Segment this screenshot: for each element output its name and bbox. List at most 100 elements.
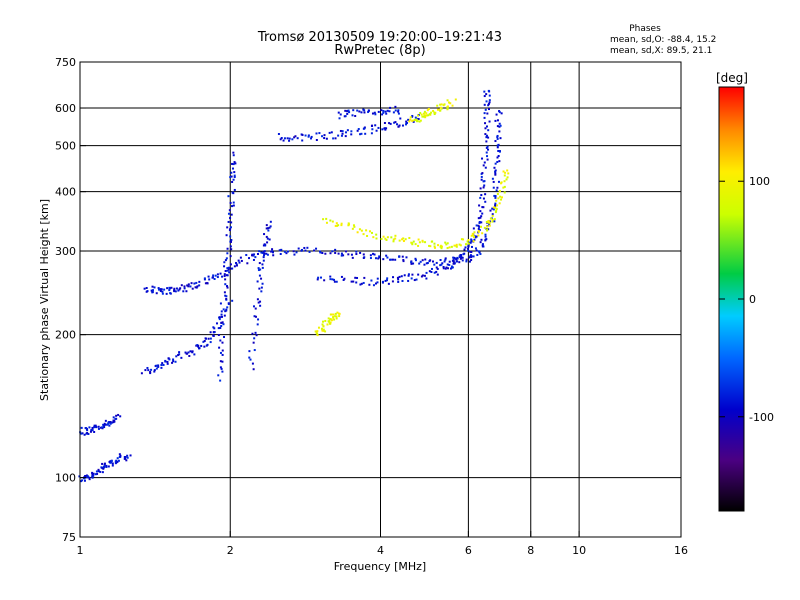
o-mode-point [470,238,473,241]
o-mode-point [480,175,483,178]
o-mode-point [252,254,255,257]
o-mode-point [328,131,331,134]
o-mode-point [407,273,410,276]
o-mode-point [231,299,234,302]
o-mode-point [464,246,467,249]
o-mode-point [251,254,254,257]
o-mode-point [260,290,263,293]
o-mode-point [292,250,295,253]
x-mode-point [333,318,336,321]
x-mode-point [488,224,491,227]
o-mode-point [155,367,158,370]
o-mode-point [498,125,501,128]
o-mode-point [124,457,127,460]
o-mode-point [175,355,178,358]
x-mode-point [325,217,328,220]
o-mode-point [107,422,110,425]
o-mode-point [467,244,470,247]
x-mode-point [329,321,332,324]
o-mode-point [384,110,387,113]
o-mode-point [157,288,160,291]
o-mode-point [488,99,491,102]
o-mode-point [484,200,487,203]
o-mode-point [228,271,231,274]
o-mode-point [475,235,478,238]
o-mode-point [433,271,436,274]
o-mode-point [483,161,486,164]
o-mode-point [124,456,127,459]
o-mode-point [170,286,173,289]
o-mode-point [331,250,334,253]
o-mode-point [126,456,129,459]
o-mode-point [483,112,486,115]
o-mode-point [414,259,417,262]
o-mode-point [196,285,199,288]
o-mode-point [411,114,414,117]
o-mode-point [217,374,220,377]
x-mode-point [423,115,426,118]
o-mode-point [101,471,104,474]
x-mode-point [321,323,324,326]
o-mode-point [173,287,176,290]
o-mode-point [225,234,228,237]
o-mode-point [219,326,222,329]
o-mode-point [150,289,153,292]
x-mode-point [386,236,389,239]
o-mode-point [354,115,357,118]
x-mode-point [502,170,505,173]
o-mode-point [258,250,261,253]
o-mode-point [232,167,235,170]
o-mode-point [80,480,83,483]
o-mode-point [450,265,453,268]
o-mode-point [374,282,377,285]
o-mode-point [232,204,235,207]
o-mode-point [97,425,100,428]
o-mode-point [234,162,237,165]
o-mode-point [160,288,163,291]
x-mode-point [320,327,323,330]
o-mode-point [225,257,228,260]
o-mode-point [468,256,471,259]
o-mode-point [421,259,424,262]
o-mode-point [261,251,264,254]
o-mode-point [187,351,190,354]
o-mode-point [494,202,497,205]
o-mode-point [221,349,224,352]
o-mode-point [496,160,499,163]
y-tick-label: 400 [55,186,76,199]
o-mode-point [259,268,262,271]
o-mode-point [337,111,340,114]
o-mode-point [355,281,358,284]
x-mode-point [504,171,507,174]
o-mode-point [256,280,259,283]
o-mode-point [378,256,381,259]
o-mode-point [296,137,299,140]
o-mode-point [483,95,486,98]
o-mode-point [288,139,291,142]
o-mode-point [114,460,117,463]
x-mode-point [340,222,343,225]
o-mode-point [458,261,461,264]
o-mode-point [371,128,374,131]
o-mode-point [223,314,226,317]
o-mode-point [417,273,420,276]
o-mode-point [207,275,210,278]
o-mode-point [443,260,446,263]
o-mode-point [342,254,345,257]
o-mode-point [469,241,472,244]
o-mode-point [102,467,105,470]
o-mode-point [482,164,485,167]
o-mode-point [330,131,333,134]
o-mode-point [262,244,265,247]
x-mode-point [316,330,319,333]
o-mode-point [380,109,383,112]
o-mode-point [497,180,500,183]
o-mode-point [119,415,122,418]
o-mode-point [381,280,384,283]
x-mode-point [467,239,470,242]
o-mode-point [169,292,172,295]
o-mode-point [414,257,417,260]
x-mode-point [335,317,338,320]
x-mode-point [433,246,436,249]
o-mode-point [146,290,149,293]
